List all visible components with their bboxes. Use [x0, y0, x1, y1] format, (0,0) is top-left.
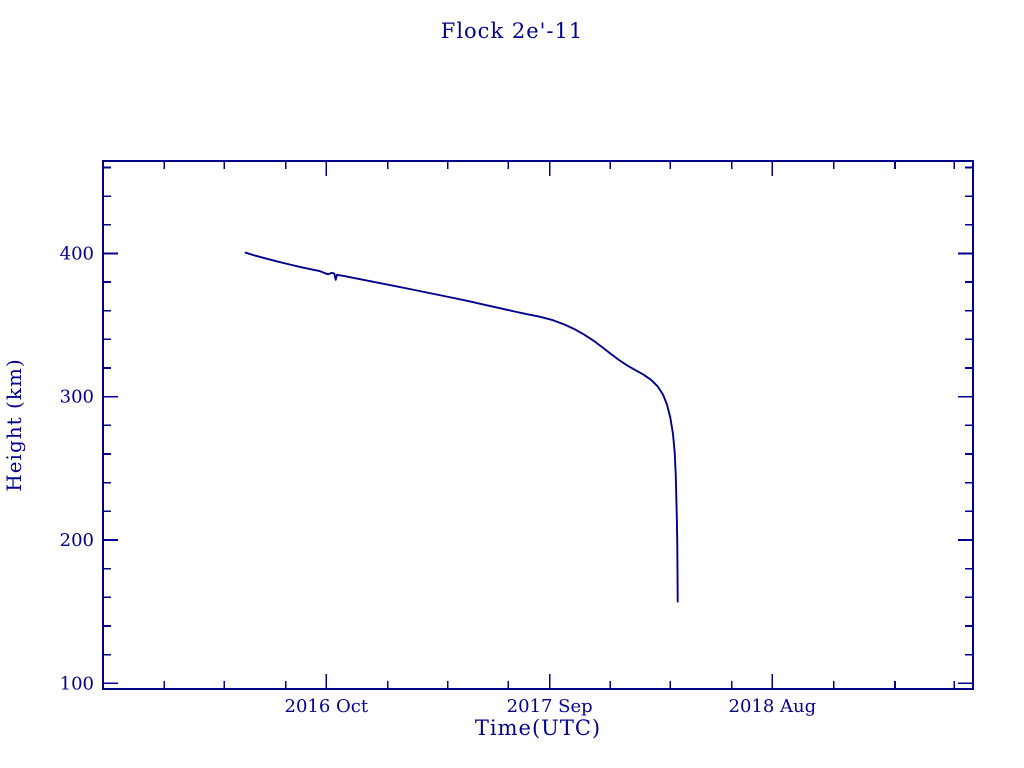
chart-title: Flock 2e'-11: [440, 19, 584, 43]
x-tick-label: 2017 Sep: [507, 696, 593, 717]
plot-frame: [102, 160, 974, 690]
y-axis-label: Height (km): [2, 358, 26, 492]
height-curve: [244, 251, 679, 603]
y-tick-label: 400: [60, 243, 94, 264]
y-axis-ticks: 100 200 300 400: [60, 166, 972, 694]
x-tick-label: 2018 Aug: [729, 696, 817, 717]
y-tick-label: 100: [60, 673, 94, 694]
y-tick-label: 300: [60, 387, 94, 408]
plot-box: [102, 160, 974, 690]
y-tick-label: 200: [60, 530, 94, 551]
x-tick-label: 2016 Oct: [285, 696, 369, 717]
x-axis-label: Time(UTC): [474, 716, 602, 740]
data-series: [244, 251, 679, 603]
x-axis-ticks: 2016 Oct 2017 Sep 2018 Aug: [163, 162, 956, 717]
